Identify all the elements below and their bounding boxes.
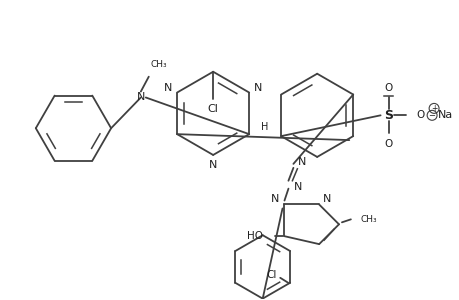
Text: Cl: Cl xyxy=(265,270,276,280)
Text: N: N xyxy=(208,160,217,170)
Text: −: − xyxy=(428,111,435,120)
Text: O: O xyxy=(384,139,392,149)
Text: N: N xyxy=(293,182,301,192)
Text: N: N xyxy=(136,92,145,103)
Text: CH₃: CH₃ xyxy=(151,60,167,69)
Text: O: O xyxy=(384,82,392,93)
Text: N: N xyxy=(253,82,261,93)
Text: Cl: Cl xyxy=(207,104,218,114)
Text: +: + xyxy=(430,104,437,113)
Text: N: N xyxy=(164,82,172,93)
Text: H: H xyxy=(261,122,268,132)
Text: CH₃: CH₃ xyxy=(360,215,376,224)
Text: Na: Na xyxy=(437,110,452,120)
Text: N: N xyxy=(298,157,306,167)
Text: N: N xyxy=(270,194,279,203)
Text: O: O xyxy=(415,110,423,120)
Text: N: N xyxy=(322,194,331,203)
Text: S: S xyxy=(383,109,392,122)
Text: HO: HO xyxy=(246,231,262,241)
